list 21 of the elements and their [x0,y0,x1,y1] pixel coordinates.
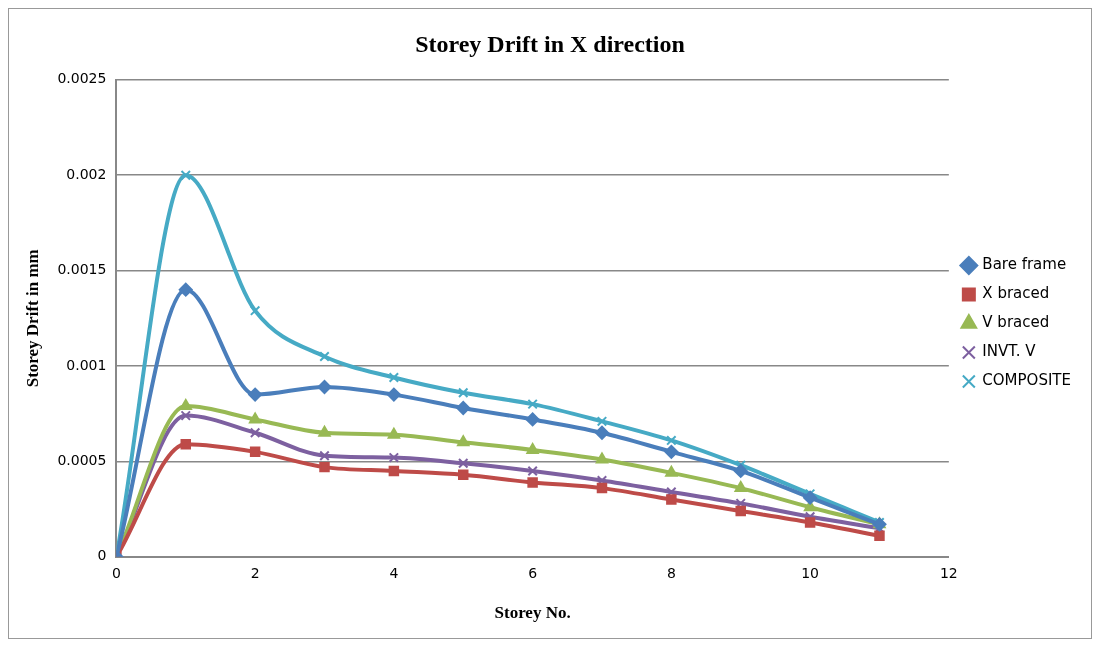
x-tick-label: 6 [528,564,538,581]
x-tick-label: 12 [939,564,958,581]
x-tick-label: 4 [389,564,399,581]
x-tick-label: 2 [250,564,260,581]
y-tick-label: 0.001 [66,356,107,373]
legend-label: COMPOSITE [982,371,1072,390]
y-axis-title: Storey Drift in mm [22,249,42,388]
legend-label: Bare frame [982,255,1067,274]
x-tick-label: 0 [111,564,121,581]
y-tick-label: 0.0015 [57,261,107,278]
chart-title: Storey Drift in X direction [415,30,685,57]
y-tick-label: 0 [97,547,107,564]
x-axis-title: Storey No. [494,603,571,623]
y-tick-label: 0.0025 [57,70,107,87]
legend-label: X braced [982,284,1050,303]
y-tick-label: 0.002 [66,165,107,182]
x-tick-label: 10 [801,564,820,581]
legend-label: V braced [982,313,1050,332]
y-tick-label: 0.0005 [57,452,107,469]
legend-label: INVT. V [982,342,1037,361]
x-tick-label: 8 [666,564,676,581]
